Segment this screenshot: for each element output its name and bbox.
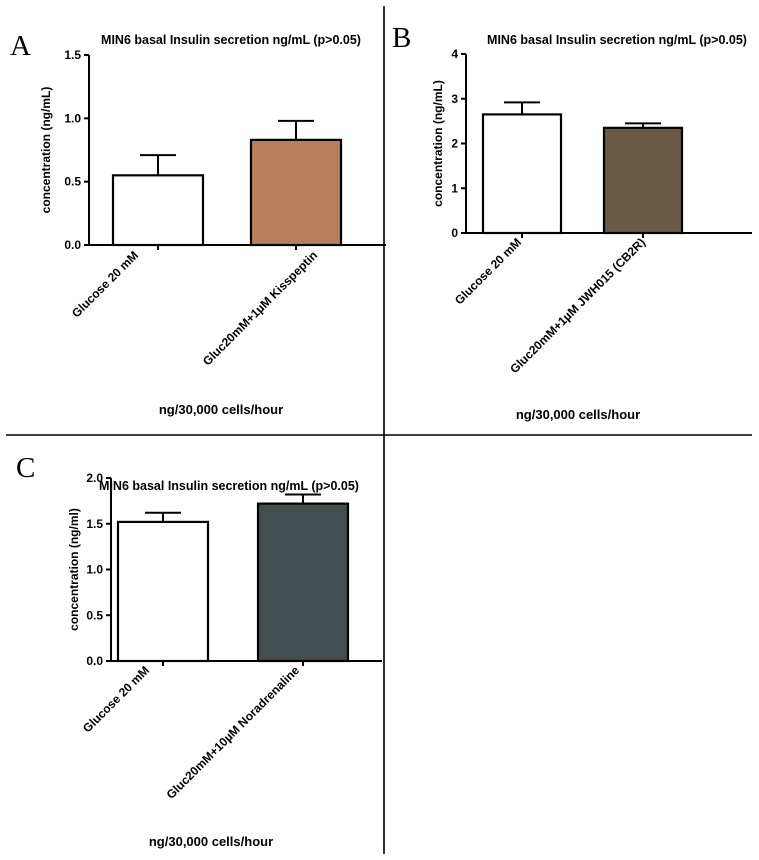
panel-letter-a: A	[10, 30, 31, 62]
y-tick-label: 0.0	[86, 654, 103, 668]
y-tick-label: 0.5	[86, 608, 103, 622]
y-tick-label: 2	[451, 137, 458, 151]
y-tick-label: 2.0	[86, 471, 103, 485]
y-tick-label: 1.0	[64, 111, 81, 125]
y-tick-label: 1.5	[64, 48, 81, 62]
y-axis-label: concentration (ng/ml)	[67, 508, 81, 631]
bar	[111, 174, 205, 247]
x-axis-label: ng/30,000 cells/hour	[149, 834, 273, 849]
y-tick-label: 0.5	[64, 175, 81, 189]
chart-panel-a: MIN6 basal Insulin secretion ng/mL (p>0.…	[39, 33, 386, 417]
y-tick-label: 4	[451, 47, 458, 61]
x-tick-label: Gluc20mM+1µM Kisspeptin	[200, 248, 320, 368]
y-axis-label: concentration (ng/mL)	[431, 80, 445, 207]
x-axis-label: ng/30,000 cells/hour	[516, 407, 640, 422]
chart-title: MIN6 basal Insulin secretion ng/mL (p>0.…	[101, 33, 361, 47]
chart-panel-b: MIN6 basal Insulin secretion ng/mL (p>0.…	[431, 33, 752, 422]
bar	[481, 113, 563, 235]
y-tick-label: 1.5	[86, 517, 103, 531]
y-tick-label: 1	[451, 181, 458, 195]
y-tick-label: 3	[451, 92, 458, 106]
x-tick-label: Glucose 20 mM	[452, 235, 524, 307]
panel-letter-c: C	[16, 452, 35, 484]
chart-title: MIN6 basal Insulin secretion ng/mL (p>0.…	[99, 479, 359, 493]
panel-letter-b: B	[392, 22, 411, 54]
x-tick-label: Gluc20mM+1µM JWH015 (CB2R)	[507, 235, 648, 376]
y-axis-label: concentration (ng/mL)	[39, 87, 53, 214]
x-tick-label: Glucose 20 mM	[69, 248, 141, 320]
chart-panel-c: MIN6 basal Insulin secretion ng/mL (p>0.…	[67, 471, 382, 849]
y-tick-label: 0	[451, 226, 458, 240]
bar	[116, 520, 210, 663]
y-tick-label: 1.0	[86, 563, 103, 577]
bar	[249, 138, 343, 247]
x-tick-label: Gluc20mM+10µM Noradrenaline	[164, 663, 303, 802]
chart-title: MIN6 basal Insulin secretion ng/mL (p>0.…	[487, 33, 747, 47]
bar	[256, 502, 350, 663]
y-tick-label: 0.0	[64, 238, 81, 252]
bar	[602, 126, 684, 235]
x-tick-label: Glucose 20 mM	[80, 663, 152, 735]
x-axis-label: ng/30,000 cells/hour	[159, 402, 283, 417]
